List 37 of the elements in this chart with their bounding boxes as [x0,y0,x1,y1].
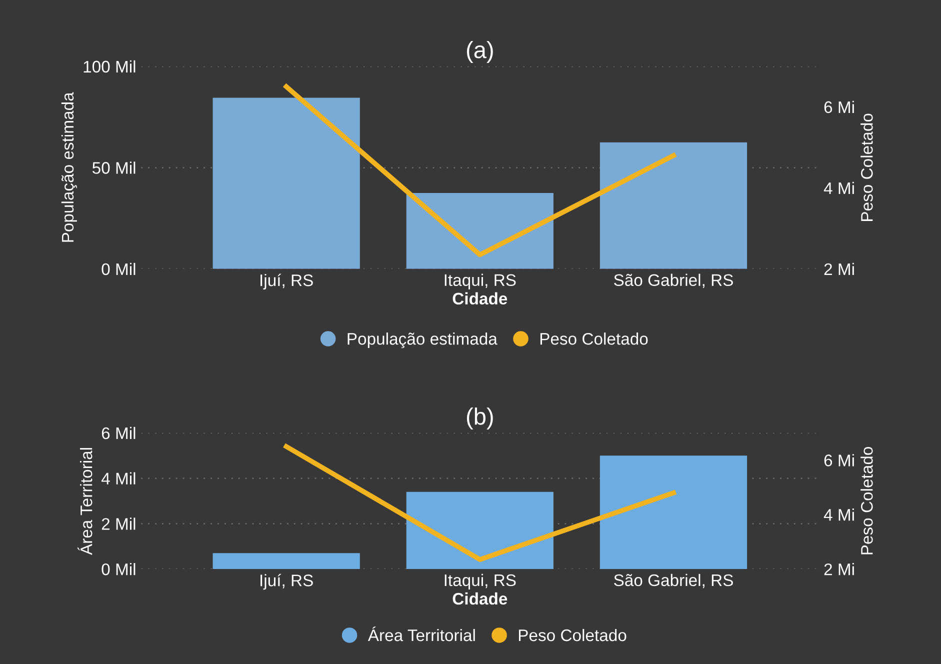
y2-tick-label: 6 Mi [824,454,854,466]
bar [212,98,360,269]
bar [600,456,748,570]
y-tick-label: 0 Mil [102,563,136,576]
x-tick-label: São Gabriel, RS [614,274,733,288]
y2-tick-label: 4 Mi [824,182,854,194]
y-tick-label: 50 Mil [92,162,136,174]
y-tick-label: 2 Mil [102,518,136,530]
x-tick-label: Ijuí, RS [260,274,313,290]
bar [406,192,554,269]
legend-label: Peso Coletado [540,332,648,345]
legend-label: Área Territorial [368,626,475,642]
x-tick-label: São Gabriel, RS [614,574,733,588]
bar [600,142,748,269]
chart-title: (b) [466,407,493,430]
bar [406,492,554,570]
x-tick-label: Itaqui, RS [444,574,516,590]
y2-tick-label: 4 Mi [824,508,854,521]
y-tick-label: 6 Mil [102,426,136,440]
y2-axis-title: Peso Coletado [860,114,873,221]
y2-tick-label: 2 Mi [824,262,854,275]
y-tick-label: 4 Mil [101,472,136,484]
y-axis-title: Área Territorial [78,448,92,555]
y-tick-label: 0 Mil [102,262,136,276]
x-tick-label: Itaqui, RS [444,274,516,290]
legend-label: Peso Coletado [518,628,626,642]
y2-tick-label: 6 Mi [824,100,854,114]
y2-axis-title: Peso Coletado [860,447,873,554]
x-tick-label: Ijuí, RS [260,574,313,590]
chart-title: (a) [466,40,493,63]
bar [212,553,360,570]
x-axis-title: Cidade [452,292,508,305]
legend-label: População estimada [348,332,498,348]
x-axis-title: Cidade [452,592,508,605]
y-tick-label: 100 Mil [84,60,136,73]
y2-tick-label: 2 Mi [824,563,854,576]
y-axis-title: População estimada [61,92,78,242]
